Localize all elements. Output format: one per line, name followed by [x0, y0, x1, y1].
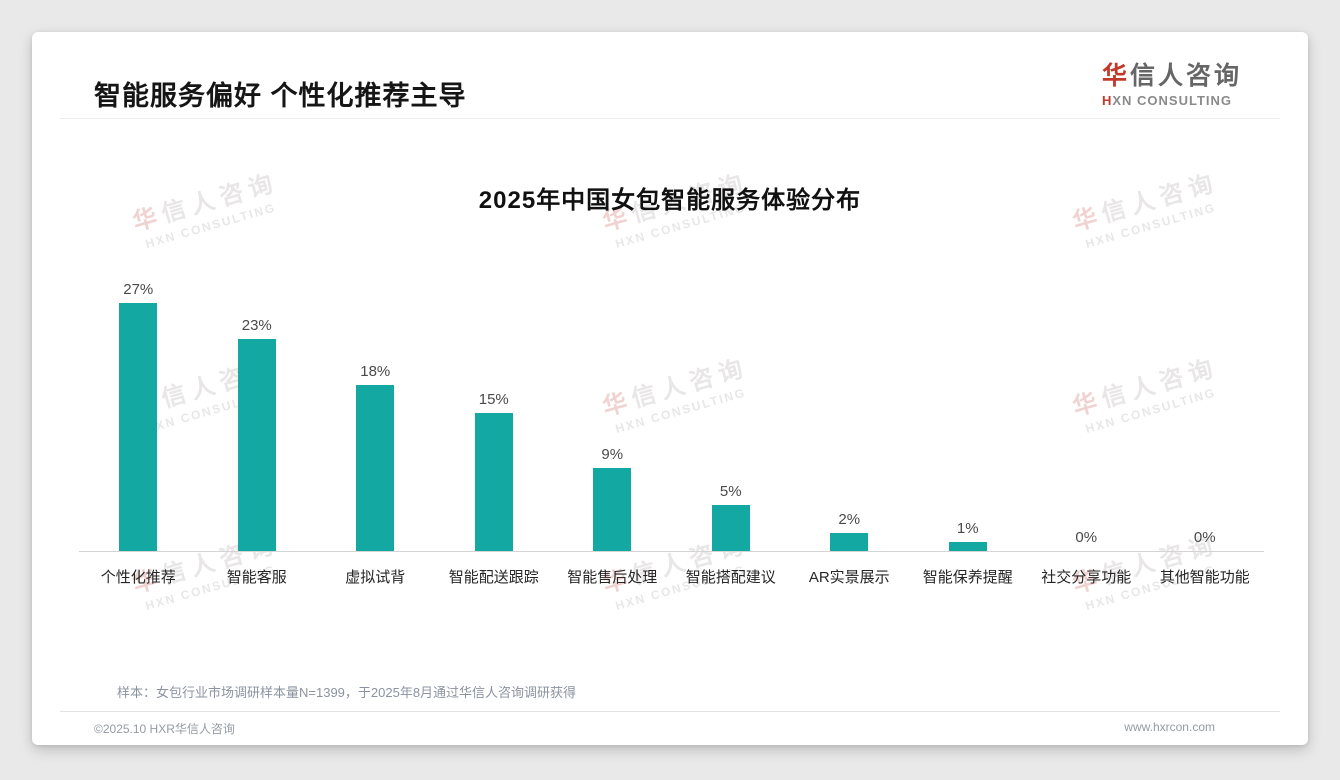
value-label: 5%	[719, 483, 742, 500]
value-label: 2%	[838, 510, 861, 528]
sample-note: 样本：女包行业市场调研样本量N=1399，于2025年8月通过华信人咨询调研获得	[117, 685, 577, 700]
value-label: 0%	[1193, 529, 1216, 546]
logo-english-name: HXN CONSULTING	[1102, 93, 1242, 108]
bar-column: 15%	[435, 262, 554, 551]
logo-cn-rest: 信人咨询	[1129, 62, 1242, 90]
logo-en-rest: XN CONSULTING	[1112, 93, 1233, 108]
bar-plot: 27% 23% 18% 15% 9% 5% 2% 1% 0% 0%	[79, 262, 1264, 552]
bar-column: 9%	[553, 262, 672, 551]
bar	[474, 413, 513, 551]
bar-column: 1%	[909, 262, 1028, 551]
category-label: 其他智能功能	[1159, 569, 1250, 586]
category-label: 个性化推荐	[100, 569, 176, 586]
value-label: 15%	[478, 391, 509, 408]
category-label: 智能售后处理	[567, 569, 658, 586]
bar-column: 23%	[198, 262, 317, 551]
value-label: 9%	[601, 446, 624, 464]
bar-column: 27%	[79, 262, 198, 551]
logo-en-accent: H	[1101, 93, 1113, 108]
bar	[119, 302, 158, 551]
value-label: 18%	[360, 363, 391, 381]
bar	[237, 339, 276, 551]
footer-copyright: ©2025.10 HXR华信人咨询	[94, 722, 235, 736]
category-label: AR实景展示	[808, 569, 890, 586]
header-divider	[60, 118, 1280, 119]
category-label: 虚拟试背	[345, 569, 406, 586]
bar	[830, 532, 869, 551]
bar-column: 0%	[1146, 262, 1265, 551]
category-label: 智能搭配建议	[685, 569, 776, 586]
bar	[593, 468, 632, 551]
bar	[711, 505, 750, 551]
value-label: 23%	[241, 317, 272, 335]
footer-website: www.hxrcon.com	[1124, 720, 1215, 734]
bar	[948, 541, 987, 551]
bar	[356, 385, 395, 551]
slide-content: 智能服务偏好 个性化推荐主导 华信人咨询 HXN CONSULTING 2025…	[32, 32, 1308, 745]
value-label: 27%	[123, 280, 154, 298]
category-label: 智能配送跟踪	[448, 569, 539, 586]
footer-divider	[60, 711, 1280, 712]
logo-chinese-name: 华信人咨询	[1102, 56, 1242, 92]
category-label: 智能保养提醒	[922, 569, 1013, 586]
value-label: 0%	[1075, 529, 1098, 546]
chart-title: 2025年中国女包智能服务体验分布	[478, 187, 862, 214]
slide-card: 华信人咨询 HXN CONSULTING 华信人咨询 HXN CONSULTING 华信…	[32, 32, 1308, 745]
bar-column: 2%	[790, 262, 909, 551]
bar-column: 5%	[672, 262, 791, 551]
value-label: 1%	[956, 519, 979, 537]
bar-column: 18%	[316, 262, 435, 551]
bar-column: 0%	[1027, 262, 1146, 551]
category-label: 智能客服	[226, 569, 287, 586]
page-title: 智能服务偏好 个性化推荐主导	[94, 81, 467, 111]
logo-cn-accent: 华	[1101, 62, 1130, 90]
company-logo: 华信人咨询 HXN CONSULTING	[1102, 56, 1242, 108]
category-axis: 个性化推荐 智能客服 虚拟试背 智能配送跟踪 智能售后处理 智能搭配建议 AR实景展示 智能保…	[79, 566, 1264, 587]
category-label: 社交分享功能	[1041, 569, 1132, 586]
